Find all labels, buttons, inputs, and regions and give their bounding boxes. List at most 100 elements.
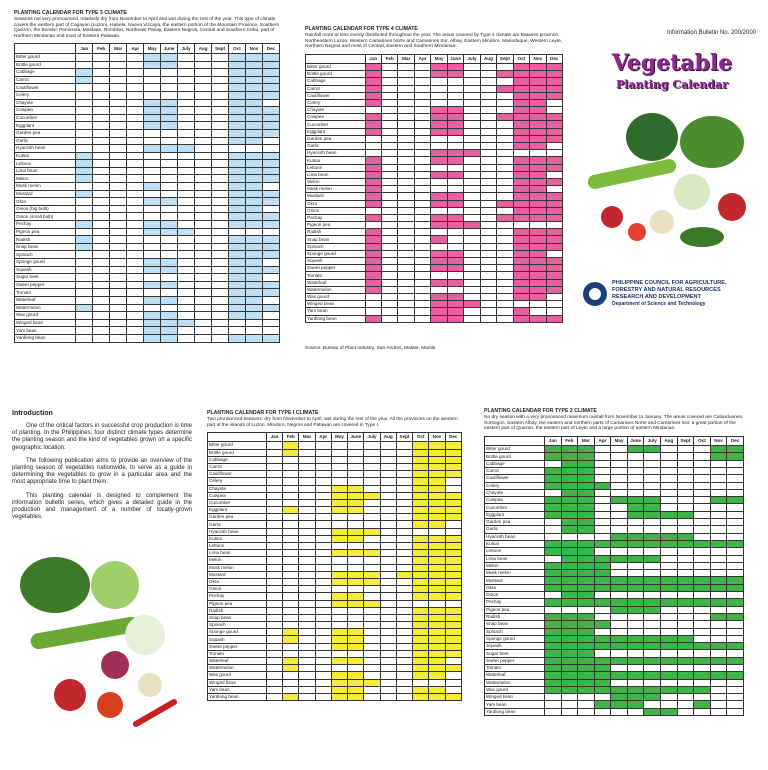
- planting-cell: [261, 90, 281, 100]
- month-cell: [109, 159, 128, 168]
- month-cell: [479, 221, 498, 230]
- crop-row: Snap bean: [305, 235, 564, 244]
- month-cell: [109, 166, 128, 176]
- planting-cell: [244, 212, 263, 222]
- month-cell: [75, 265, 94, 275]
- month-cell: [211, 151, 230, 161]
- crop-name: Sponge gourd: [13, 258, 77, 267]
- month-cell: [463, 192, 481, 201]
- month-cell: [413, 113, 432, 122]
- month-cell: [643, 569, 662, 578]
- month-cell: [211, 52, 230, 62]
- month-cell: [261, 136, 281, 146]
- planting-cell: [463, 221, 481, 230]
- crop-row: Wax gourd: [484, 685, 744, 695]
- crop-name: Lettuce: [484, 547, 545, 556]
- month-cell: [92, 250, 111, 259]
- month-cell: [282, 570, 300, 579]
- month-cell: [126, 75, 145, 85]
- planting-cell: [529, 249, 547, 259]
- month-cell: [529, 300, 547, 309]
- month-cell: [709, 620, 728, 629]
- planting-cell: [412, 692, 430, 702]
- month-cell: [444, 671, 463, 680]
- month-cell: [126, 136, 145, 146]
- planting-cell: [545, 257, 564, 266]
- crop-name: Cauliflower: [207, 470, 267, 479]
- month-cell: [560, 700, 579, 709]
- month-cell: [265, 671, 284, 680]
- planting-cell: [364, 84, 382, 93]
- month-cell: [347, 448, 365, 457]
- planting-cell: [430, 113, 448, 122]
- planting-cell: [428, 534, 446, 544]
- planting-cell: [364, 199, 382, 208]
- planting-cell: [512, 84, 531, 93]
- month-cell: [314, 635, 332, 644]
- month-cell: [363, 498, 381, 508]
- month-cell: [676, 649, 695, 658]
- month-cell: [265, 606, 284, 615]
- planting-cell: [364, 127, 382, 136]
- month-cell: [211, 326, 230, 335]
- planting-cell: [428, 455, 446, 464]
- planting-cell: [228, 212, 246, 222]
- planting-cell: [143, 280, 162, 290]
- month-cell: [430, 206, 448, 215]
- month-cell: [543, 459, 562, 468]
- planting-cell: [444, 570, 463, 579]
- planting-cell: [428, 656, 446, 666]
- crop-row: Snap bean: [207, 613, 463, 623]
- planting-cell: [593, 700, 612, 709]
- planting-cell: [428, 685, 446, 694]
- month-cell: [379, 570, 397, 579]
- month-cell: [676, 707, 695, 717]
- crop-name: Radish: [207, 606, 267, 615]
- month-cell: [397, 228, 415, 237]
- month-cell: [610, 452, 628, 461]
- month-cell: [413, 185, 432, 194]
- month-header: May: [610, 435, 628, 447]
- month-cell: [446, 185, 465, 194]
- month-cell: [379, 563, 397, 572]
- month-cell: [314, 606, 332, 615]
- month-cell: [92, 52, 111, 62]
- month-cell: [330, 477, 349, 486]
- month-cell: [265, 520, 284, 529]
- month-cell: [177, 159, 196, 168]
- crop-row: Yam bean: [207, 685, 463, 694]
- month-header: Feb: [560, 435, 579, 447]
- month-cell: [177, 333, 196, 343]
- month-cell: [496, 142, 514, 151]
- month-cell: [395, 642, 414, 651]
- month-cell: [347, 462, 365, 472]
- month-cell: [330, 664, 349, 673]
- planting-cell: [543, 474, 562, 483]
- month-cell: [347, 520, 365, 529]
- month-cell: [126, 166, 145, 176]
- planting-cell: [610, 576, 628, 585]
- month-cell: [92, 303, 111, 313]
- month-cell: [397, 314, 415, 323]
- month-cell: [446, 177, 465, 187]
- planting-cell: [143, 333, 162, 343]
- month-cell: [395, 628, 414, 637]
- planting-cell: [512, 142, 531, 151]
- planting-cell: [228, 197, 246, 206]
- month-cell: [496, 300, 514, 309]
- planting-cell: [545, 278, 564, 287]
- month-cell: [726, 693, 744, 702]
- month-cell: [160, 204, 179, 214]
- month-cell: [413, 156, 432, 165]
- crop-name: Sponge gourd: [305, 249, 366, 259]
- month-cell: [347, 455, 365, 464]
- month-cell: [643, 481, 662, 490]
- month-cell: [413, 163, 432, 172]
- planting-cell: [444, 470, 463, 479]
- month-cell: [428, 527, 446, 536]
- crop-name: Cabbage: [484, 459, 545, 468]
- month-cell: [676, 605, 695, 614]
- month-cell: [709, 488, 728, 498]
- month-cell: [660, 554, 678, 563]
- crop-name: Garden pea: [305, 134, 366, 144]
